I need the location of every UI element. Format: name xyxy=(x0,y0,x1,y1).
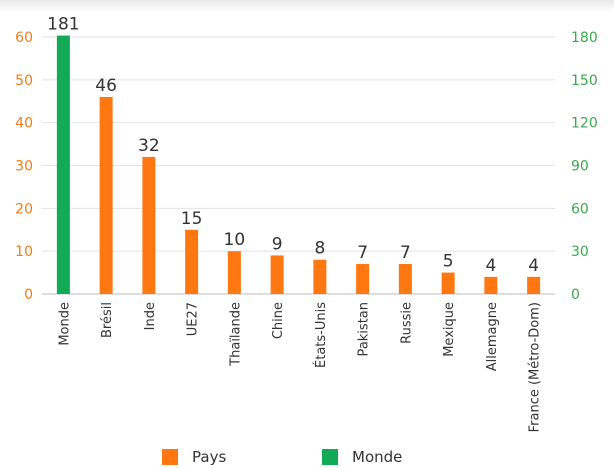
y-right-tick-label: 180 xyxy=(571,30,598,46)
y-left-tick-label: 50 xyxy=(15,73,33,89)
top-shadow xyxy=(0,0,614,12)
data-label: 7 xyxy=(400,243,411,263)
x-tick-label: Brésil xyxy=(100,302,115,338)
x-tick-label: Chine xyxy=(271,302,286,339)
bar-5 xyxy=(227,251,241,294)
y-left-tick-label: 20 xyxy=(15,201,33,217)
bar-1 xyxy=(56,35,70,294)
bar-4 xyxy=(185,229,199,294)
y-right-tick-label: 30 xyxy=(571,244,589,260)
x-tick-label: Pakistan xyxy=(357,302,372,356)
data-label: 4 xyxy=(528,256,539,276)
data-label: 10 xyxy=(224,230,246,250)
x-tick-label: France (Métro-Dom) xyxy=(528,302,543,432)
x-tick-label: UE27 xyxy=(186,302,201,336)
bar-8 xyxy=(356,264,370,294)
data-label: 7 xyxy=(357,243,368,263)
bar-10 xyxy=(441,272,455,294)
data-label: 5 xyxy=(443,252,454,272)
legend-label-pays: Pays xyxy=(192,448,227,466)
y-right-tick-label: 0 xyxy=(571,287,580,303)
y-right-tick-label: 90 xyxy=(571,159,589,175)
bar-3 xyxy=(142,156,156,294)
x-tick-label: États-Unis xyxy=(313,302,329,368)
legend-swatch-monde xyxy=(322,449,338,465)
data-label: 4 xyxy=(485,256,496,276)
y-left-tick-label: 40 xyxy=(15,116,33,132)
bar-11 xyxy=(484,276,498,294)
bar-12 xyxy=(527,276,541,294)
data-label: 32 xyxy=(138,136,160,156)
y-left-tick-label: 10 xyxy=(15,244,33,260)
x-tick-label: Thaïlande xyxy=(228,302,243,367)
x-tick-label: Inde xyxy=(143,302,158,330)
data-label: 181 xyxy=(47,15,79,35)
bar-2 xyxy=(99,96,113,294)
data-label: 8 xyxy=(314,239,325,259)
legend-item-monde: Monde xyxy=(322,448,402,466)
y-right-tick-label: 60 xyxy=(571,201,589,217)
y-left-tick-label: 0 xyxy=(24,287,33,303)
x-tick-label: Allemagne xyxy=(485,302,500,371)
bar-9 xyxy=(398,264,412,294)
x-tick-label: Russie xyxy=(399,302,414,344)
data-label: 46 xyxy=(95,76,117,96)
bar-6 xyxy=(270,255,284,294)
y-left-tick-label: 30 xyxy=(15,159,33,175)
x-tick-label: Mexique xyxy=(442,302,457,357)
legend-item-pays: Pays xyxy=(162,448,226,466)
y-right-tick-label: 150 xyxy=(571,73,598,89)
legend-label-monde: Monde xyxy=(352,448,403,466)
x-tick-label: Monde xyxy=(57,302,72,346)
bar-7 xyxy=(313,259,327,294)
data-label: 9 xyxy=(272,234,283,254)
y-left-tick-label: 60 xyxy=(15,30,33,46)
y-right-tick-label: 120 xyxy=(571,116,598,132)
legend-swatch-pays xyxy=(162,449,178,465)
data-label: 15 xyxy=(181,209,203,229)
